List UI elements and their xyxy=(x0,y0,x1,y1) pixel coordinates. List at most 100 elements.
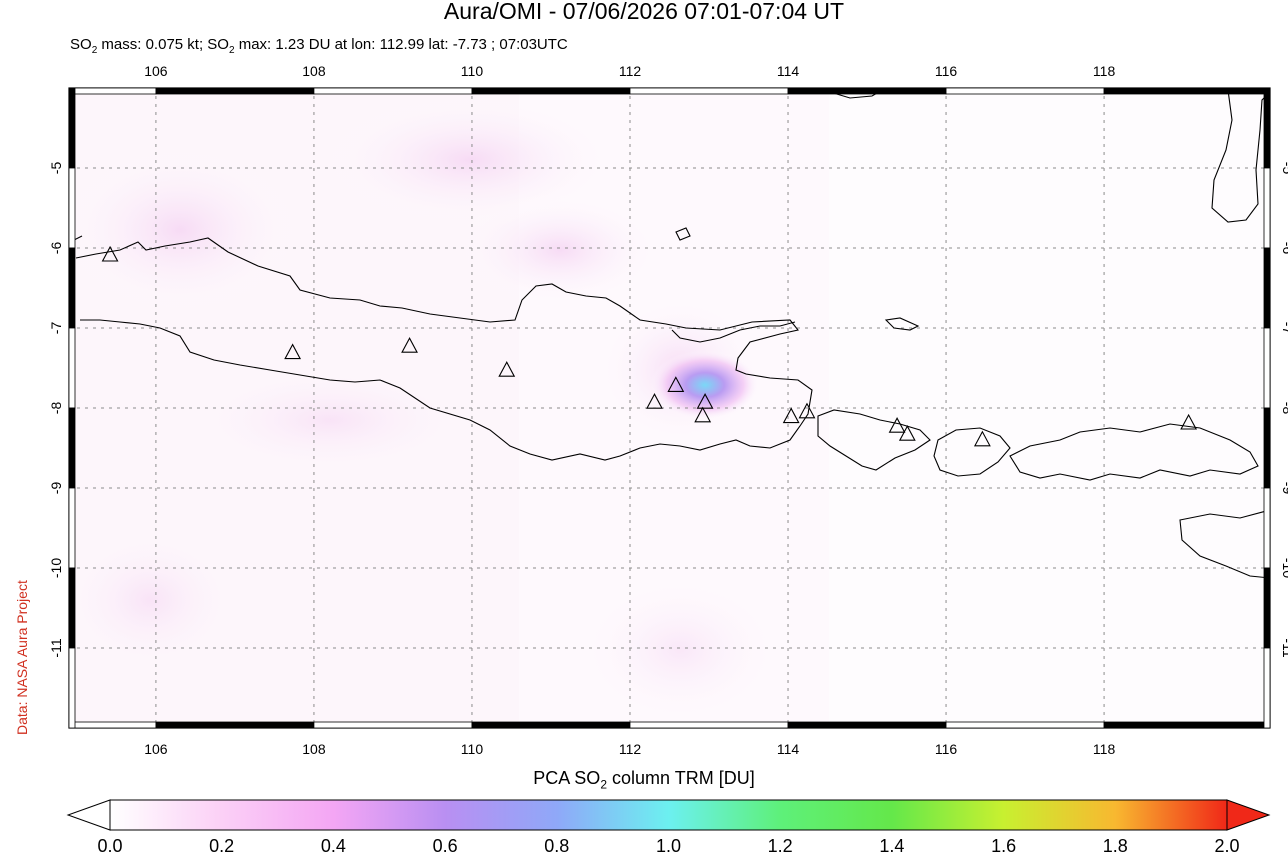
lon-tick-top: 108 xyxy=(302,63,326,79)
volcano-icon xyxy=(782,407,800,424)
scale-band-left xyxy=(68,167,76,249)
lon-tick-top: 106 xyxy=(144,63,168,79)
sumbawa-coastline xyxy=(1009,423,1259,481)
colorbar-under-arrow xyxy=(66,799,111,831)
colorbar-tick-label: 1.6 xyxy=(991,836,1017,856)
lat-tick-left: -6 xyxy=(48,242,64,255)
lon-tick-top: 116 xyxy=(935,63,958,79)
bali-coastline xyxy=(817,409,931,471)
volcano-icon xyxy=(694,406,712,423)
sulawesi-coastline xyxy=(1211,89,1270,223)
lon-tick-top: 114 xyxy=(777,63,800,79)
colorbar-tick-label: 1.4 xyxy=(879,836,905,856)
lon-tick-bottom: 106 xyxy=(144,741,168,757)
scale-band-bottom xyxy=(945,721,1105,729)
colorbar-title: PCA SO2 column TRM [DU] xyxy=(0,768,1288,792)
lon-tick-top: 112 xyxy=(619,63,642,79)
volcano-icon xyxy=(498,361,516,377)
scale-band-left xyxy=(68,247,76,329)
coastlines xyxy=(69,88,1270,579)
lon-tick-bottom: 112 xyxy=(619,741,642,757)
data-credit: Data: NASA Aura Project xyxy=(14,580,30,735)
lon-tick-bottom: 114 xyxy=(777,741,800,757)
scale-band-top xyxy=(945,87,1105,95)
subtitle-so2-a: SO xyxy=(70,36,92,53)
subtitle-mass: mass: 0.075 kt; SO xyxy=(97,36,229,53)
scale-band-left xyxy=(68,487,76,569)
kalimantan-coastline xyxy=(829,88,887,99)
volcano-icon xyxy=(973,430,991,447)
scale-band-top xyxy=(313,87,473,95)
axis-ticks: 106 106 108 108 110 110 112 112 114 114 116 116 118 1… xyxy=(48,63,1288,757)
lat-tick-right: -8 xyxy=(1280,402,1288,415)
scale-band-right xyxy=(1263,87,1271,169)
scale-band-bottom xyxy=(313,721,473,729)
scale-band-bottom xyxy=(471,721,631,729)
volcano-icon xyxy=(284,343,302,360)
lat-tick-right: -10 xyxy=(1280,558,1288,578)
map-frame xyxy=(68,87,1271,729)
volcano-icon xyxy=(1180,413,1198,430)
so2-summary: SO2 mass: 0.075 kt; SO2 max: 1.23 DU at … xyxy=(70,36,568,56)
lon-tick-top: 110 xyxy=(461,63,484,79)
colorbar-title-sub: 2 xyxy=(600,777,607,792)
scale-band-top xyxy=(1103,87,1271,95)
scale-band-right xyxy=(1263,487,1271,569)
lon-tick-bottom: 108 xyxy=(302,741,326,757)
colorbar-bar xyxy=(109,799,1228,831)
lat-tick-left: -10 xyxy=(48,558,64,578)
colorbar-over-arrow xyxy=(1226,799,1271,831)
lon-tick-bottom: 118 xyxy=(1093,741,1116,757)
volcano-icon xyxy=(696,393,714,409)
scale-band-bottom xyxy=(629,721,789,729)
colorbar-tick-label: 0.8 xyxy=(544,836,570,856)
lon-tick-bottom: 116 xyxy=(935,741,958,757)
lat-tick-left: -7 xyxy=(48,322,64,335)
madura-coastline xyxy=(671,321,796,343)
lat-tick-left: -8 xyxy=(48,402,64,415)
graticule xyxy=(69,88,1270,728)
volcano-icon xyxy=(898,425,916,441)
sumba-coastline xyxy=(1179,509,1270,579)
scale-band-left xyxy=(68,407,76,489)
colorbar-tick-label: 2.0 xyxy=(1214,836,1240,856)
bawean-island xyxy=(675,227,691,241)
scale-band-top xyxy=(471,87,631,95)
volcano-icon xyxy=(401,337,418,353)
lon-tick-bottom: 110 xyxy=(461,741,484,757)
kangean-island xyxy=(884,317,920,331)
lat-tick-right: -6 xyxy=(1280,242,1288,255)
lat-tick-right: -9 xyxy=(1280,482,1288,495)
scale-band-right xyxy=(1263,167,1271,249)
scale-band-bottom xyxy=(787,721,947,729)
frame-border xyxy=(68,87,1271,729)
volcano-icon xyxy=(101,245,119,262)
lat-tick-left: -5 xyxy=(48,162,64,175)
colorbar-tick-label: 0.6 xyxy=(432,836,458,856)
lat-tick-right: -7 xyxy=(1280,322,1288,335)
scale-band-top xyxy=(155,87,315,95)
subtitle-max: max: 1.23 DU at lon: 112.99 lat: -7.73 ;… xyxy=(234,36,568,53)
scale-band-right xyxy=(1263,647,1271,729)
volcano-icon xyxy=(646,393,663,409)
colorbar-tick-label: 0.4 xyxy=(320,836,346,856)
scale-band-right xyxy=(1263,327,1271,409)
scale-band-left xyxy=(68,327,76,409)
lat-tick-left: -9 xyxy=(48,482,64,495)
lat-tick-left: -11 xyxy=(48,638,64,657)
subtitle-sub-b: 2 xyxy=(228,45,235,56)
volcano-icon xyxy=(888,417,906,433)
colorbar-tick-label: 1.2 xyxy=(767,836,793,856)
scale-band-top xyxy=(629,87,789,95)
colorbar-tick-label: 0.0 xyxy=(97,836,123,856)
scale-band-right xyxy=(1263,247,1271,329)
scale-band-right xyxy=(1263,567,1271,649)
lombok-coastline xyxy=(933,427,1011,477)
subtitle-sub-a: 2 xyxy=(91,45,98,56)
java-coastline xyxy=(75,237,813,461)
volcano-markers xyxy=(101,245,1198,447)
scale-band-left xyxy=(68,87,76,169)
colorbar-title-pre: PCA SO xyxy=(533,768,601,788)
colorbar-tick-label: 0.2 xyxy=(209,836,235,856)
